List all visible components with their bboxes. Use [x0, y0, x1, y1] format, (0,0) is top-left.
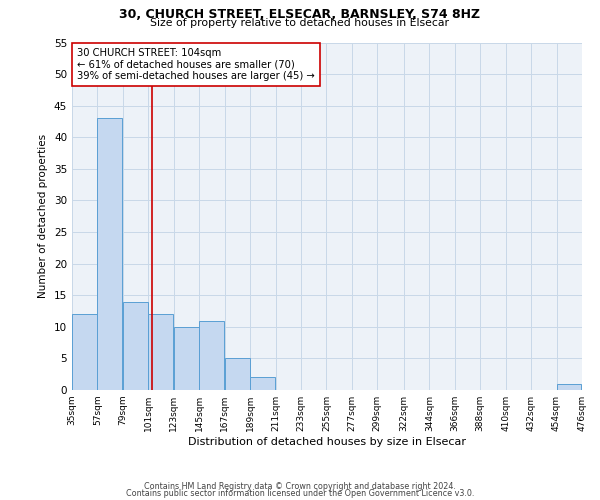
Bar [557, 384, 581, 390]
Text: Size of property relative to detached houses in Elsecar: Size of property relative to detached ho… [151, 18, 449, 28]
Bar [123, 302, 148, 390]
Text: 30, CHURCH STREET, ELSECAR, BARNSLEY, S74 8HZ: 30, CHURCH STREET, ELSECAR, BARNSLEY, S7… [119, 8, 481, 20]
Bar [199, 320, 224, 390]
Bar [250, 378, 275, 390]
Bar [97, 118, 122, 390]
Y-axis label: Number of detached properties: Number of detached properties [38, 134, 49, 298]
Text: Contains HM Land Registry data © Crown copyright and database right 2024.: Contains HM Land Registry data © Crown c… [144, 482, 456, 491]
Bar [148, 314, 173, 390]
Text: 30 CHURCH STREET: 104sqm
← 61% of detached houses are smaller (70)
39% of semi-d: 30 CHURCH STREET: 104sqm ← 61% of detach… [77, 48, 315, 81]
Bar [72, 314, 97, 390]
Text: Contains public sector information licensed under the Open Government Licence v3: Contains public sector information licen… [126, 489, 474, 498]
Bar [224, 358, 250, 390]
Bar [174, 327, 199, 390]
X-axis label: Distribution of detached houses by size in Elsecar: Distribution of detached houses by size … [188, 437, 466, 447]
